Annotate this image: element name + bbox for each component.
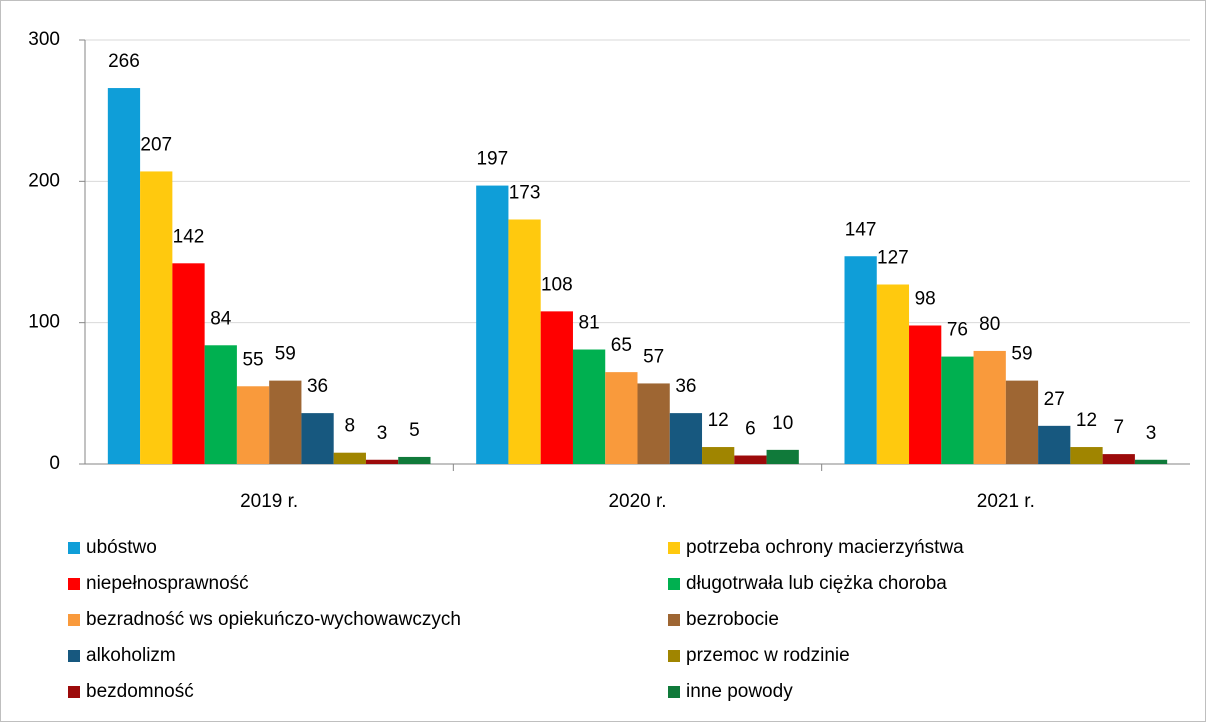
bar: [365, 459, 399, 464]
legend-label: bezradność ws opiekuńczo-wychowawczych: [86, 609, 461, 630]
data-label: 84: [210, 308, 232, 329]
bar: [669, 413, 703, 464]
data-label: 59: [1011, 344, 1032, 365]
bar: [508, 219, 541, 464]
bar: [734, 455, 767, 464]
legend-label: niepełnosprawność: [86, 573, 249, 594]
y-tick-label: 0: [49, 453, 60, 474]
bar: [973, 350, 1006, 464]
data-label: 6: [745, 419, 756, 440]
legend-label: przemoc w rodzinie: [686, 645, 850, 666]
data-label: 65: [611, 335, 632, 356]
bar: [269, 380, 302, 464]
data-label: 12: [708, 410, 729, 431]
x-tick-label: 2020 r.: [608, 491, 666, 512]
legend-swatch: [668, 542, 680, 554]
legend-label: bezdomność: [86, 681, 194, 702]
bar: [941, 356, 974, 464]
bar: [1038, 425, 1071, 464]
bar: [236, 386, 270, 464]
bar: [702, 447, 735, 464]
bar: [1102, 454, 1135, 464]
bar: [766, 449, 799, 464]
y-tick-label: 200: [28, 170, 60, 191]
bar: [909, 325, 942, 464]
legend-swatch: [668, 650, 680, 662]
legend-swatch: [668, 686, 680, 698]
data-label: 12: [1076, 410, 1097, 431]
data-label: 147: [845, 219, 877, 240]
data-label: 59: [275, 344, 296, 365]
bar: [204, 345, 237, 464]
data-label: 266: [108, 51, 140, 72]
data-label: 173: [509, 183, 541, 204]
data-label: 3: [377, 423, 388, 444]
bar: [1070, 447, 1103, 464]
bar: [140, 171, 173, 464]
bar: [844, 256, 877, 464]
data-label: 8: [345, 416, 356, 437]
y-tick-label: 100: [28, 312, 60, 333]
data-label: 36: [675, 376, 696, 397]
legend-swatch: [68, 686, 80, 698]
x-tick-label: 2021 r.: [977, 491, 1035, 512]
legend-swatch: [68, 650, 80, 662]
data-label: 57: [643, 346, 664, 367]
data-label: 98: [915, 289, 936, 310]
bar: [301, 413, 334, 464]
data-label: 207: [140, 134, 172, 155]
legend-swatch: [68, 578, 80, 590]
legend-label: potrzeba ochrony macierzyństwa: [686, 537, 964, 558]
data-label: 108: [541, 274, 573, 295]
bar: [476, 185, 509, 464]
data-label: 36: [307, 376, 328, 397]
x-tick-label: 2019 r.: [240, 491, 298, 512]
bar: [172, 263, 205, 464]
data-label: 55: [242, 349, 263, 370]
data-label: 81: [579, 313, 600, 334]
legend-swatch: [668, 578, 680, 590]
bar: [107, 88, 141, 464]
y-tick-label: 300: [28, 29, 60, 50]
bar: [572, 349, 606, 464]
data-label: 127: [877, 248, 909, 269]
legend-label: bezrobocie: [686, 609, 779, 630]
bar: [398, 456, 431, 464]
bar: [637, 383, 670, 464]
data-label: 10: [772, 413, 793, 434]
data-label: 142: [173, 226, 205, 247]
data-label: 7: [1113, 417, 1124, 438]
legend-swatch: [668, 614, 680, 626]
bar: [1134, 459, 1168, 464]
bar: [605, 372, 638, 464]
legend-label: inne powody: [686, 681, 793, 702]
legend-label: alkoholizm: [86, 645, 176, 666]
data-label: 197: [476, 149, 508, 170]
legend-label: długotrwała lub ciężka choroba: [686, 573, 947, 594]
bar: [876, 284, 910, 464]
data-label: 76: [947, 320, 968, 341]
legend-swatch: [68, 614, 80, 626]
data-label: 27: [1044, 389, 1065, 410]
data-label: 5: [409, 420, 420, 441]
data-label: 80: [979, 314, 1000, 335]
data-label: 3: [1146, 423, 1157, 444]
bar: [540, 311, 573, 464]
bar: [1005, 380, 1039, 464]
bar: [333, 452, 366, 464]
legend-swatch: [68, 542, 80, 554]
legend-label: ubóstwo: [86, 537, 157, 558]
